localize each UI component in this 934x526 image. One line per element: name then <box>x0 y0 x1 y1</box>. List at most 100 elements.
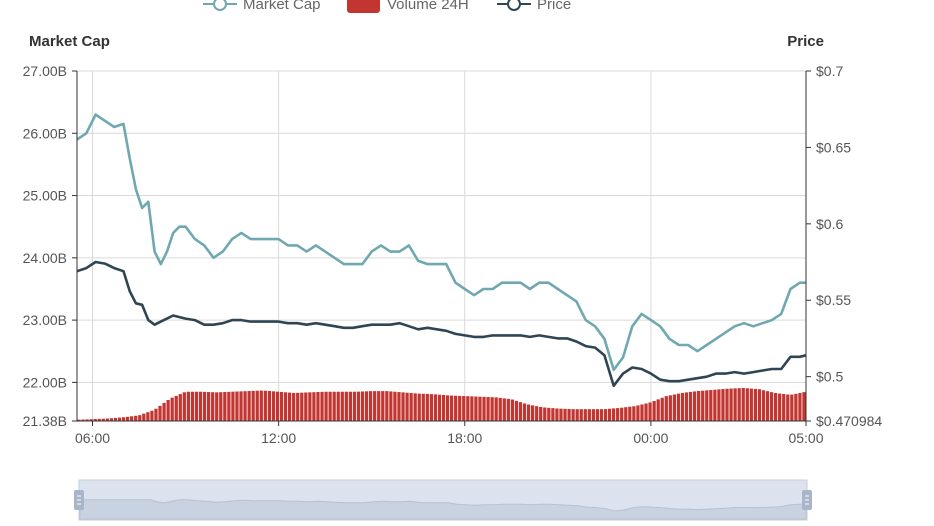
volume-bar <box>113 417 118 421</box>
volume-bar <box>340 391 344 421</box>
volume-bar <box>518 402 523 421</box>
data-zoom-slider[interactable] <box>74 479 812 521</box>
right-tick-label: $0.6 <box>816 216 843 232</box>
volume-bar <box>182 392 186 421</box>
volume-bar <box>494 397 498 421</box>
right-axis-title: Price <box>787 33 824 50</box>
left-tick-label: 24.00B <box>23 250 67 266</box>
volume-bar <box>575 409 579 421</box>
legend-item-price[interactable]: Price <box>497 0 571 13</box>
volume-bar <box>198 391 203 421</box>
volume-bar <box>567 408 571 421</box>
volume-bar <box>595 409 600 421</box>
x-tick-label: 12:00 <box>261 430 296 446</box>
volume-bar <box>555 408 559 421</box>
volume-bars <box>77 388 806 421</box>
volume-bar <box>737 388 741 421</box>
volume-bar <box>652 401 656 421</box>
volume-bar <box>684 392 689 421</box>
volume-bar <box>794 393 798 421</box>
volume-bar <box>166 399 170 421</box>
legend-label-volume: Volume 24H <box>387 0 469 13</box>
volume-bar <box>356 391 361 421</box>
volume-bar <box>227 391 231 421</box>
volume-bar <box>121 417 126 421</box>
volume-bar <box>526 404 531 421</box>
volume-bar <box>348 391 352 421</box>
volume-bar <box>676 393 681 421</box>
volume-bar <box>648 402 652 421</box>
volume-bar <box>563 408 567 421</box>
volume-bar <box>190 391 195 421</box>
volume-bar <box>433 394 438 421</box>
volume-bar <box>660 397 664 421</box>
volume-bar <box>543 407 547 421</box>
volume-bar <box>672 394 676 421</box>
volume-bar <box>89 419 93 421</box>
legend-label-price: Price <box>537 0 571 13</box>
volume-bar <box>802 392 806 421</box>
volume-bar <box>474 396 478 421</box>
volume-bar <box>535 406 539 421</box>
left-tick-label: 25.00B <box>23 188 67 204</box>
volume-bar <box>146 412 150 421</box>
volume-bar <box>729 388 733 421</box>
volume-bar <box>300 392 304 421</box>
volume-bar <box>360 391 365 421</box>
left-tick-label: 26.00B <box>23 125 67 141</box>
volume-bar <box>308 392 312 421</box>
volume-bar <box>482 396 486 421</box>
legend-item-volume[interactable]: Volume 24H <box>347 0 469 13</box>
data-zoom-handle-right[interactable] <box>802 490 812 510</box>
volume-bar <box>688 391 693 421</box>
market-cap-line <box>76 113 806 372</box>
volume-bar <box>454 395 458 421</box>
legend[interactable]: Market Cap Volume 24H Price <box>203 0 571 13</box>
volume-bar <box>445 395 450 421</box>
volume-bar <box>591 409 595 421</box>
volume-bar <box>668 395 672 421</box>
price-line <box>76 260 807 388</box>
volume-bar <box>101 418 105 421</box>
volume-bar <box>77 419 81 421</box>
data-zoom-preview-line <box>79 499 807 520</box>
volume-bar <box>624 407 628 421</box>
volume-bar <box>243 391 247 421</box>
volume-bar <box>514 400 519 421</box>
volume-bar <box>769 392 774 421</box>
right-tick-label: $0.55 <box>816 292 851 308</box>
volume-bar <box>109 418 114 421</box>
volume-bar <box>385 391 389 421</box>
volume-bar <box>251 390 255 421</box>
volume-bar <box>93 419 97 421</box>
x-tick-label: 06:00 <box>75 430 110 446</box>
data-zoom-handle-left[interactable] <box>74 490 84 510</box>
volume-bar <box>761 390 766 421</box>
volume-bar <box>397 392 401 421</box>
volume-bar <box>292 392 296 421</box>
right-tick-label: $0.470984 <box>816 413 882 429</box>
volume-bar <box>255 390 259 421</box>
legend-item-market-cap[interactable]: Market Cap <box>203 0 321 13</box>
volume-bar <box>749 388 753 421</box>
volume-bar <box>636 405 640 421</box>
volume-bar <box>158 405 162 421</box>
volume-bar <box>320 391 324 421</box>
volume-bar <box>713 389 717 421</box>
volume-bar <box>774 393 778 421</box>
volume-bar <box>215 392 219 421</box>
volume-bar <box>186 391 190 421</box>
volume-bar <box>373 391 377 421</box>
volume-bar <box>377 391 381 421</box>
volume-bar <box>429 394 433 421</box>
volume-bar <box>393 391 397 421</box>
volume-bar <box>579 409 583 421</box>
volume-bar <box>450 395 454 421</box>
left-axis-title: Market Cap <box>29 33 110 50</box>
volume-bar <box>344 391 348 421</box>
volume-bar <box>547 407 551 421</box>
volume-bar <box>417 393 421 421</box>
volume-bar <box>607 408 612 421</box>
series-lines <box>76 113 807 388</box>
volume-bar <box>154 408 158 421</box>
